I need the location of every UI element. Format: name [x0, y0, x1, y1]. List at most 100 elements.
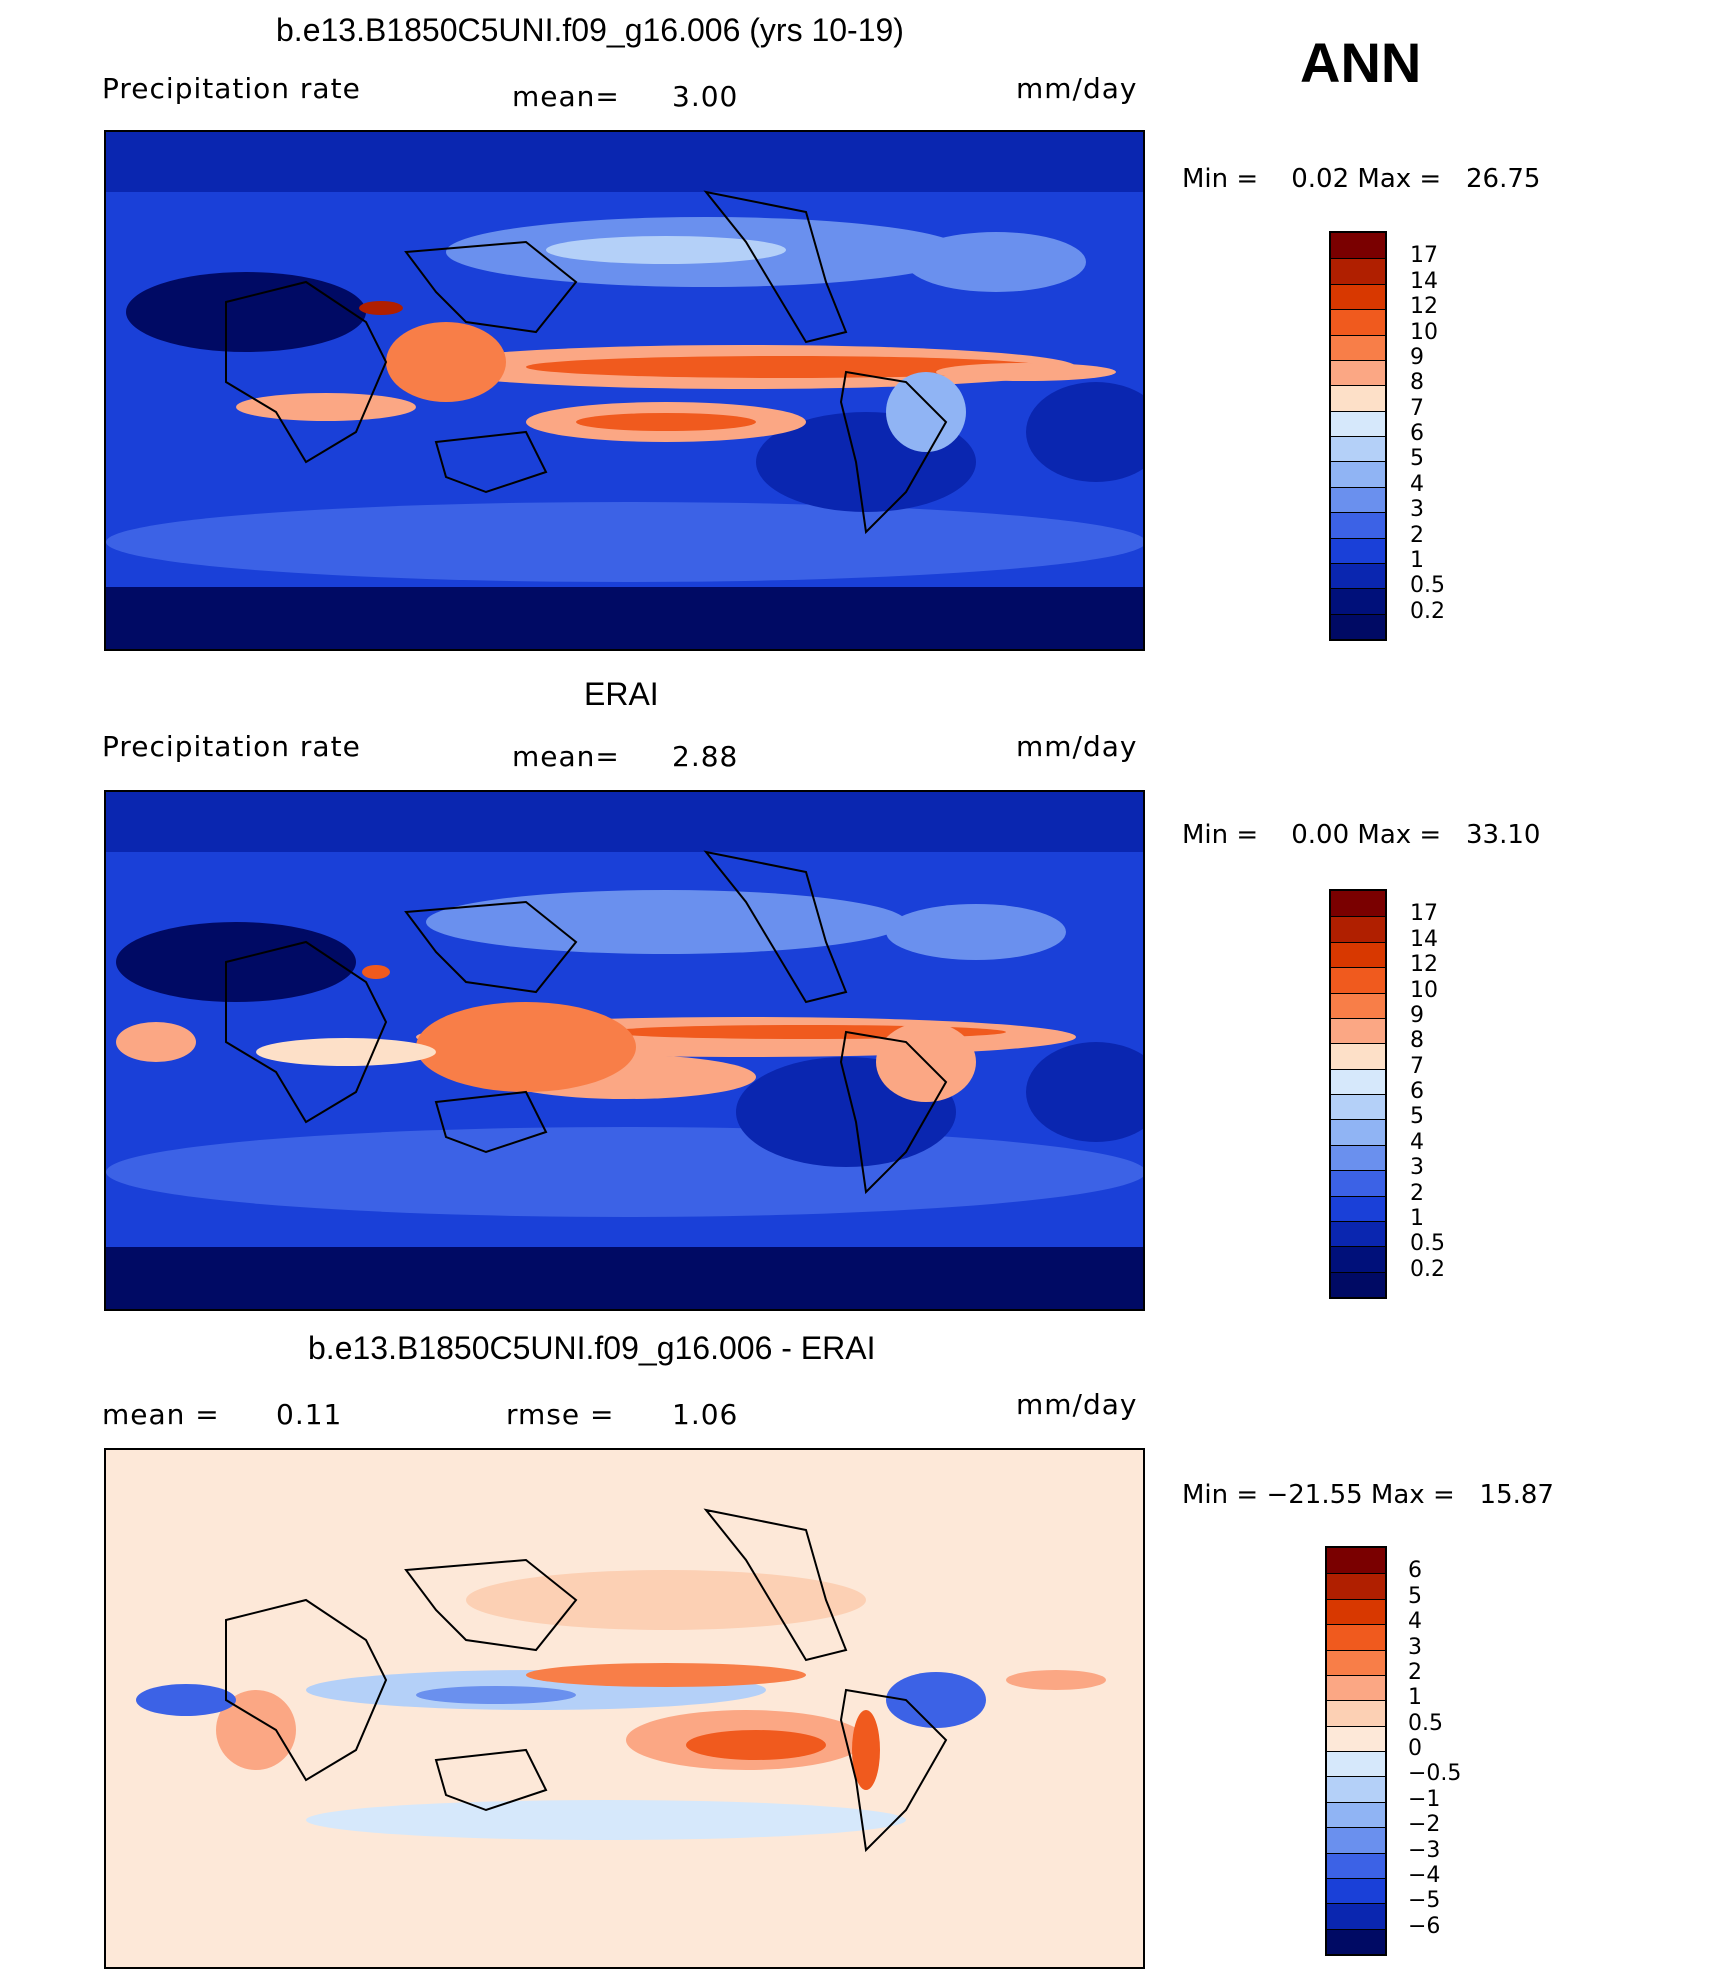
colorbar-tick-label: 12: [1410, 952, 1438, 978]
colorbar-segment: [1331, 537, 1385, 563]
colorbar-segment: [1331, 588, 1385, 614]
colorbar-tick-label: 10: [1410, 319, 1438, 345]
panel3-indian-pos: [216, 1690, 296, 1770]
colorbar-tick-label: 9: [1410, 1002, 1424, 1028]
panel3-south-neg: [306, 1800, 906, 1840]
colorbar-segment: [1331, 334, 1385, 360]
colorbar-segment: [1327, 1928, 1385, 1954]
colorbar-tick-label: 14: [1410, 268, 1438, 294]
panel2-n-atlantic-storm: [886, 904, 1066, 960]
panel1-southern-ocean: [106, 502, 1143, 582]
panel2-unit: mm/day: [1016, 730, 1138, 763]
panel3-minmax: Min = −21.55 Max = 15.87: [1182, 1480, 1554, 1510]
colorbar-segment: [1327, 1877, 1385, 1904]
panel1-mean-value: 3.00: [672, 80, 739, 113]
colorbar-tick-label: 14: [1410, 926, 1438, 952]
panel3-rmse-label: rmse =: [506, 1398, 615, 1431]
panel2-map: [104, 790, 1145, 1311]
colorbar-tick-label: −2: [1408, 1812, 1441, 1838]
colorbar-segment: [1327, 1776, 1385, 1802]
colorbar-segment: [1327, 1674, 1385, 1701]
panel1-n-atlantic-storm: [906, 232, 1086, 292]
panel2-maritime-continent: [416, 1002, 636, 1092]
panel1-variable-label: Precipitation rate: [102, 72, 361, 105]
panel2-north-band: [106, 792, 1143, 852]
colorbar-segment: [1327, 1751, 1385, 1777]
panel1-minmax: Min = 0.02 Max = 26.75: [1182, 164, 1541, 194]
colorbar-tick-label: 0.5: [1410, 573, 1445, 599]
panel3-n-pacific-pos: [466, 1570, 866, 1630]
colorbar-segment: [1331, 891, 1385, 917]
panel1-coastlines: [225, 190, 948, 535]
panel3-colorbar: [1325, 1546, 1387, 1956]
colorbar-tick-label: −6: [1408, 1913, 1441, 1939]
colorbar-tick-label: −1: [1408, 1786, 1441, 1812]
colorbar-tick-label: 12: [1410, 294, 1438, 320]
panel1-unit: mm/day: [1016, 72, 1138, 105]
colorbar-segment: [1331, 562, 1385, 589]
panel3-atlantic-pos: [1006, 1670, 1106, 1690]
panel1-maritime-continent: [386, 322, 506, 402]
colorbar-tick-label: 6: [1408, 1558, 1422, 1584]
colorbar-tick-label: 8: [1410, 370, 1424, 396]
colorbar-tick-label: −4: [1408, 1862, 1441, 1888]
colorbar-tick-label: 5: [1408, 1583, 1422, 1609]
panel2-title: ERAI: [584, 676, 659, 712]
panel3-field: [106, 1450, 1143, 1967]
colorbar-segment: [1331, 258, 1385, 284]
colorbar-segment: [1331, 233, 1385, 259]
colorbar-tick-label: 0.5: [1408, 1710, 1443, 1736]
colorbar-tick-label: 3: [1410, 497, 1424, 523]
colorbar-segment: [1331, 916, 1385, 942]
colorbar-segment: [1327, 1852, 1385, 1878]
colorbar-tick-label: 0.2: [1410, 1256, 1445, 1282]
colorbar-tick-label: 4: [1410, 1129, 1424, 1155]
panel2-coastlines: [225, 850, 948, 1195]
panel3-map: [104, 1448, 1145, 1969]
panel3-equatorial-neg-core: [416, 1686, 576, 1704]
colorbar-tick-label: 2: [1410, 522, 1424, 548]
colorbar-segment: [1327, 1827, 1385, 1853]
panel3-mean-label: mean =: [102, 1398, 220, 1431]
panel2-africa: [116, 1022, 196, 1062]
colorbar-segment: [1327, 1548, 1385, 1574]
panel2-se-atlantic-dry: [1026, 1042, 1143, 1142]
colorbar-tick-label: 8: [1410, 1028, 1424, 1054]
colorbar-tick-label: 7: [1410, 395, 1424, 421]
colorbar-segment: [1331, 1170, 1385, 1196]
panel2-south-band: [106, 1247, 1143, 1309]
colorbar-segment: [1331, 359, 1385, 386]
colorbar-tick-label: 3: [1410, 1155, 1424, 1181]
panel3-amazon-neg: [886, 1672, 986, 1728]
colorbar-segment: [1331, 283, 1385, 310]
panel3-africa-neg: [136, 1684, 236, 1716]
panel2-minmax: Min = 0.00 Max = 33.10: [1182, 820, 1541, 850]
colorbar-tick-label: 1: [1410, 547, 1424, 573]
colorbar-segment: [1331, 436, 1385, 462]
panel2-mean-label: mean=: [512, 740, 620, 773]
colorbar-tick-label: 1: [1410, 1205, 1424, 1231]
colorbar-tick-label: 2: [1410, 1180, 1424, 1206]
colorbar-tick-label: 2: [1408, 1659, 1422, 1685]
panel1-north-band: [106, 132, 1143, 192]
colorbar-segment: [1327, 1801, 1385, 1828]
colorbar-segment: [1331, 941, 1385, 968]
colorbar-tick-label: 6: [1410, 1079, 1424, 1104]
colorbar-tick-label: 3: [1408, 1634, 1422, 1660]
colorbar-segment: [1331, 486, 1385, 513]
colorbar-segment: [1327, 1573, 1385, 1599]
colorbar-segment: [1331, 1271, 1385, 1297]
panel2-field: [106, 792, 1143, 1309]
colorbar-tick-label: 5: [1410, 1104, 1424, 1130]
colorbar-tick-label: 17: [1410, 243, 1438, 269]
panel1-se-atlantic-dry: [1026, 382, 1143, 482]
colorbar-tick-label: 7: [1410, 1053, 1424, 1079]
colorbar-segment: [1331, 1144, 1385, 1171]
colorbar-tick-label: 10: [1410, 977, 1438, 1003]
panel1-map: [104, 130, 1145, 651]
colorbar-tick-label: 17: [1410, 901, 1438, 927]
panel3-unit: mm/day: [1016, 1388, 1138, 1421]
colorbar-segment: [1331, 309, 1385, 335]
panel1-indian-itcz: [236, 393, 416, 421]
colorbar-segment: [1331, 1068, 1385, 1094]
